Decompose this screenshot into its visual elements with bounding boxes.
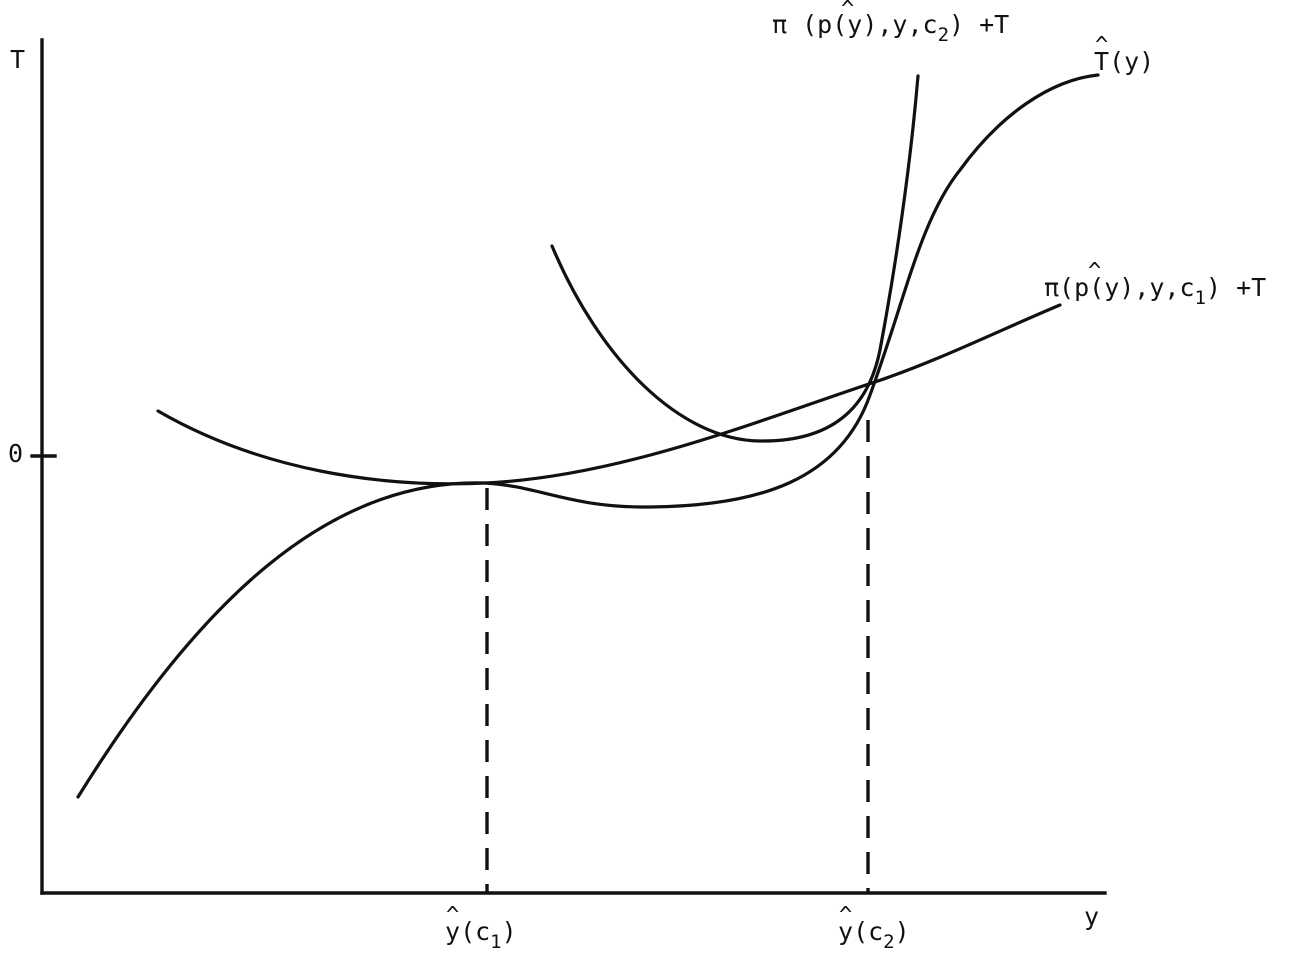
pi-c1-label: π(p(y),y,c1) +T	[1044, 273, 1266, 309]
x-axis-label: y	[1084, 902, 1099, 931]
t-hat-hat: ^	[1095, 33, 1108, 58]
pi-c2-label: π (p(y),y,c2) +T	[772, 10, 1009, 46]
pi-c1-curve	[156, 303, 1062, 486]
zero-tick-label: 0	[8, 439, 23, 468]
y-axis-label: T	[10, 45, 25, 74]
y-c2-hat: ^	[839, 903, 852, 928]
t-hat-curve	[76, 73, 1100, 799]
axes	[30, 38, 1107, 895]
pi-c2-curve	[550, 74, 920, 443]
pi-c2-hat: ^	[841, 0, 854, 22]
t-hat-label: T(y)	[1094, 47, 1154, 76]
curves	[76, 73, 1100, 799]
y-c1-label: y(c1)	[445, 917, 517, 953]
pi-c1-hat: ^	[1088, 259, 1101, 284]
y-c2-label: y(c2)	[838, 917, 910, 953]
y-c1-hat: ^	[446, 903, 459, 928]
